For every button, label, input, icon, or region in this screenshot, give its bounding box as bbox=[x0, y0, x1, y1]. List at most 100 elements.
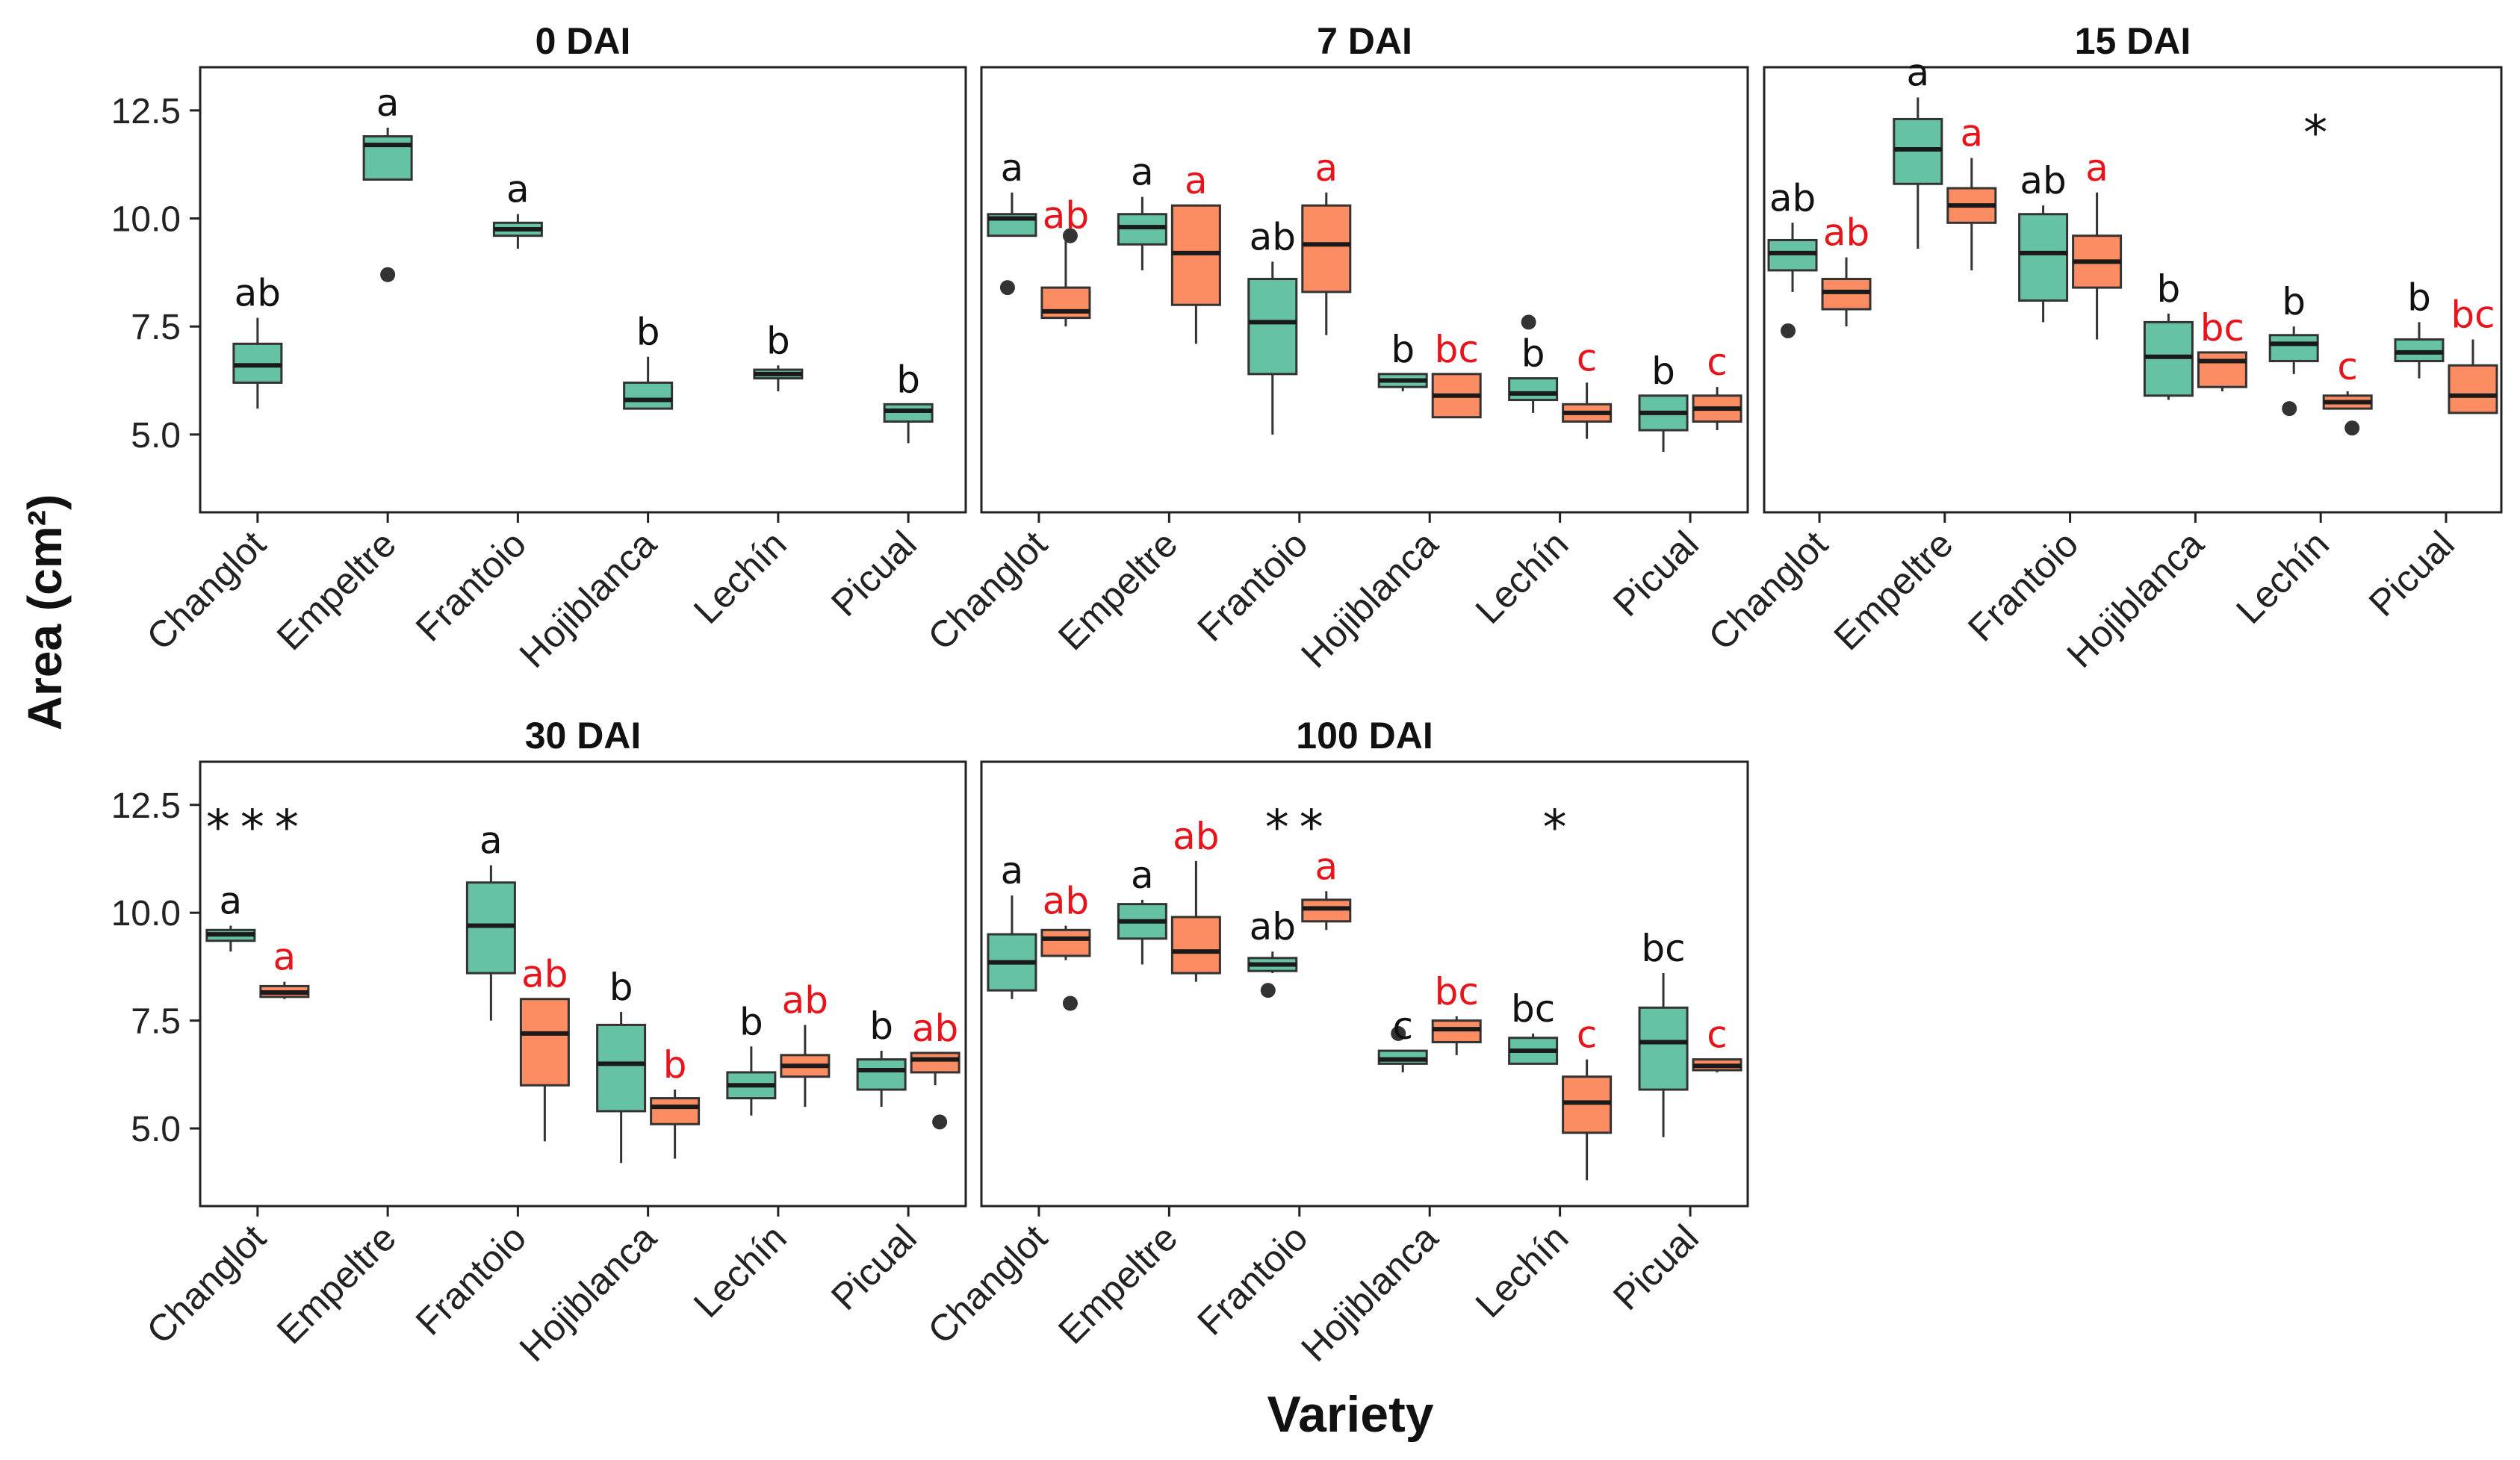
group-letter: a bbox=[273, 936, 297, 979]
box-orange: c bbox=[1692, 1013, 1742, 1072]
box-orange: ab bbox=[1821, 211, 1872, 327]
group-letter: ab bbox=[1043, 193, 1089, 237]
box-orange: a bbox=[1946, 112, 1997, 270]
group-letter: ab bbox=[521, 953, 568, 996]
x-axis-title: Variety bbox=[1267, 1386, 1433, 1443]
box-orange: ab bbox=[910, 1007, 960, 1130]
plot-frame bbox=[199, 66, 967, 514]
box-orange: ab bbox=[519, 953, 570, 1142]
box-orange: a bbox=[259, 936, 310, 999]
group-letter: a bbox=[1185, 159, 1208, 202]
box-green: a bbox=[465, 819, 516, 1021]
group-letter: a bbox=[1315, 146, 1338, 190]
group-letter: b bbox=[869, 1004, 893, 1048]
box-green: b bbox=[1377, 328, 1428, 391]
group-letter: bc bbox=[1435, 328, 1479, 371]
box-body bbox=[2268, 334, 2319, 362]
box-orange: c bbox=[2322, 345, 2373, 436]
outlier-point bbox=[380, 267, 396, 282]
box-body bbox=[2197, 351, 2247, 388]
significance-mark: * bbox=[2303, 106, 2338, 161]
box-green: b bbox=[2143, 267, 2194, 400]
group-letter: bc bbox=[1435, 970, 1479, 1013]
box-body bbox=[650, 1097, 701, 1125]
group-letter: b bbox=[636, 311, 660, 354]
group-letter: b bbox=[766, 319, 790, 362]
group-letter: b bbox=[1391, 328, 1415, 371]
box-body bbox=[623, 381, 674, 410]
group-letter: a bbox=[1131, 151, 1154, 194]
group-letter: bc bbox=[1641, 927, 1685, 970]
box-green: b bbox=[2268, 280, 2319, 417]
y-tick-label: 10.0 bbox=[111, 200, 181, 240]
group-letter: ab bbox=[912, 1007, 958, 1050]
outlier-point bbox=[2282, 401, 2297, 417]
box-green: b bbox=[883, 358, 934, 444]
box-orange: bc bbox=[2448, 293, 2498, 414]
box-body bbox=[910, 1051, 960, 1074]
box-green: a bbox=[205, 880, 256, 952]
outlier-point bbox=[1062, 995, 1078, 1011]
box-orange: c bbox=[1562, 1013, 1613, 1181]
box-body bbox=[519, 998, 570, 1087]
box-green: a bbox=[1117, 854, 1167, 965]
y-tick-label: 12.5 bbox=[111, 92, 181, 131]
group-letter: a bbox=[506, 168, 530, 211]
y-tick-label: 7.5 bbox=[131, 308, 181, 347]
box-orange: bc bbox=[1431, 328, 1482, 419]
group-letter: ab bbox=[1250, 905, 1296, 948]
plot-frame bbox=[980, 760, 1749, 1208]
group-letter: bc bbox=[2451, 293, 2495, 337]
group-letter: ab bbox=[1769, 176, 1816, 220]
group-letter: ab bbox=[1823, 211, 1869, 255]
box-orange: ab bbox=[1170, 815, 1221, 982]
box-body bbox=[2018, 213, 2069, 302]
outlier-point bbox=[2344, 420, 2360, 436]
box-green: c bbox=[1377, 1004, 1428, 1072]
group-letter: b bbox=[1521, 332, 1545, 376]
box-green: a bbox=[987, 146, 1037, 296]
group-letter: b bbox=[1651, 350, 1675, 393]
plot-frame bbox=[199, 760, 967, 1208]
box-green: ab bbox=[1247, 905, 1298, 998]
panel-title: 15 DAI bbox=[2075, 20, 2191, 62]
outlier-point bbox=[999, 280, 1015, 296]
group-letter: b bbox=[2282, 280, 2306, 323]
group-letter: bc bbox=[2200, 306, 2244, 350]
box-orange: ab bbox=[1040, 193, 1091, 327]
outlier-point bbox=[932, 1114, 948, 1130]
box-body bbox=[1638, 1006, 1689, 1091]
group-letter: c bbox=[1392, 1004, 1413, 1048]
y-tick-label: 10.0 bbox=[111, 894, 181, 934]
group-letter: a bbox=[1131, 854, 1154, 897]
box-green: ab bbox=[232, 272, 283, 409]
group-letter: a bbox=[1906, 52, 1929, 95]
panel-title: 7 DAI bbox=[1317, 20, 1412, 62]
y-axis-title: Area (cm²) bbox=[18, 494, 72, 731]
box-orange: ab bbox=[780, 978, 831, 1108]
group-letter: c bbox=[2337, 345, 2358, 388]
y-tick-label: 5.0 bbox=[131, 1110, 181, 1149]
group-letter: a bbox=[1315, 845, 1338, 888]
significance-mark: *** bbox=[206, 801, 309, 856]
group-letter: c bbox=[1577, 336, 1598, 379]
box-green: b bbox=[596, 966, 647, 1164]
group-letter: a bbox=[480, 819, 503, 863]
group-letter: ab bbox=[2020, 159, 2066, 202]
box-orange: b bbox=[650, 1043, 701, 1159]
box-green: bc bbox=[1638, 927, 1689, 1137]
box-green: a bbox=[362, 81, 413, 282]
plot-frame bbox=[1763, 66, 2503, 514]
box-body bbox=[1301, 204, 1352, 293]
box-orange: a bbox=[1170, 159, 1221, 344]
group-letter: ab bbox=[1043, 880, 1089, 923]
group-letter: c bbox=[1707, 1013, 1728, 1057]
box-green: b bbox=[856, 1004, 907, 1108]
box-green: a bbox=[1893, 52, 1943, 249]
box-body bbox=[1170, 916, 1221, 975]
box-green: b bbox=[2394, 276, 2445, 379]
group-letter: a bbox=[376, 81, 400, 125]
group-letter: b bbox=[609, 966, 633, 1009]
box-body bbox=[2448, 364, 2498, 414]
